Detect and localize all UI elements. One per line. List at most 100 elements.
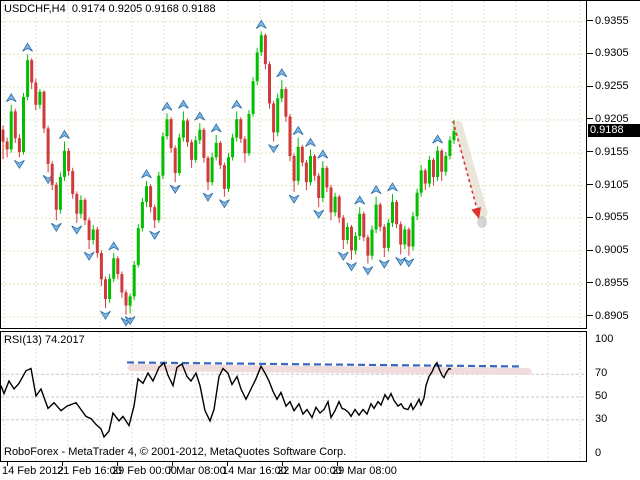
rsi-axis-label: 50 [595, 390, 608, 402]
candle-body [161, 136, 165, 176]
candle-body [247, 113, 251, 154]
price-axis-tick [587, 249, 593, 251]
down-fractal-icon [71, 225, 83, 235]
trendline-shadow [127, 363, 532, 375]
candle-body [177, 137, 181, 174]
candle-body [54, 184, 58, 210]
up-fractal-icon [59, 129, 70, 139]
forecast-arrowhead [471, 207, 482, 219]
rsi-indicator-label: RSI(13) 74.2017 [4, 334, 85, 346]
price-axis-label: 0.9255 [595, 80, 629, 93]
candle-body [259, 35, 263, 53]
candle-body [165, 119, 169, 137]
date-axis-label: 21 Feb 16:00 [57, 465, 122, 477]
candle-body [42, 91, 46, 129]
candle-body [99, 253, 103, 280]
date-axis-tick [62, 462, 63, 466]
rsi-indicator-pane[interactable]: RSI(13) 74.2017 [0, 331, 587, 462]
rsi-axis-label: 30 [595, 412, 608, 425]
candle-body [399, 224, 403, 245]
price-axis-tick [587, 315, 593, 317]
candle-body [333, 196, 337, 213]
candle-body [108, 278, 112, 299]
up-fractal-icon [432, 134, 443, 144]
up-fractal-icon [255, 19, 267, 29]
candle-body [423, 170, 427, 184]
candle-body [304, 162, 308, 183]
down-fractal-icon [313, 209, 325, 219]
candle-body [116, 258, 120, 275]
candle-body [231, 137, 235, 158]
candle-body [87, 220, 91, 240]
rsi-axis-label: 100 [595, 333, 614, 345]
up-fractal-icon [305, 137, 316, 147]
candle-body [432, 159, 435, 177]
candle-body [362, 213, 366, 238]
candle-body [157, 175, 161, 221]
date-axis-label: 22 Mar 00:00 [277, 465, 342, 477]
up-fractal-icon [194, 111, 206, 121]
candle-body [427, 159, 431, 184]
candle-body [284, 89, 288, 117]
price-chart-pane[interactable]: USDCHF,H4 0.9174 0.9205 0.9168 0.9188 [0, 0, 587, 329]
candle-body [38, 91, 42, 105]
candle-body [50, 163, 54, 185]
price-axis-tick [587, 85, 593, 87]
candle-body [296, 146, 300, 181]
price-axis-label: 0.9305 [595, 47, 629, 60]
candle-body [132, 264, 136, 297]
candle-body [382, 226, 386, 248]
candle-body [13, 111, 17, 139]
rsi-axis-label: 0 [595, 447, 602, 459]
candle-body [337, 196, 341, 218]
price-axis-label: 0.8905 [595, 309, 629, 322]
down-fractal-icon [268, 144, 279, 154]
candle-body [194, 140, 198, 160]
candle-body [403, 229, 407, 245]
candle-body [292, 155, 296, 181]
price-axis-tick [587, 151, 593, 153]
candle-body [227, 157, 230, 189]
date-axis-tick [337, 462, 338, 466]
down-fractal-icon [403, 258, 415, 268]
candle-body [75, 194, 79, 214]
down-fractal-icon [288, 194, 300, 204]
rsi-line [1, 361, 452, 439]
candle-body [120, 274, 124, 293]
up-fractal-icon [387, 182, 398, 192]
candle-body [440, 150, 444, 172]
candle-body [321, 167, 325, 198]
date-axis-tick [172, 462, 173, 466]
up-fractal-icon [22, 42, 33, 52]
candle-body [345, 226, 349, 240]
forecast-arrowhead-shadow [477, 215, 487, 228]
price-axis-tick [587, 282, 593, 284]
candle-body [128, 296, 132, 306]
candle-body [370, 229, 374, 256]
candle-body [95, 229, 99, 254]
price-axis-label: 0.9105 [595, 178, 629, 191]
candle-body [251, 81, 255, 114]
candle-body [153, 207, 157, 221]
candle-body [83, 199, 87, 221]
down-fractal-icon [100, 310, 111, 320]
date-axis-label: 14 Feb 2012 [2, 465, 64, 477]
price-axis-label: 0.9055 [595, 211, 629, 224]
date-axis-label: 29 Feb 00:00 [112, 465, 177, 477]
candle-body [46, 128, 50, 164]
candle-body [378, 204, 382, 227]
date-axis-label: 29 Mar 08:00 [332, 465, 397, 477]
up-fractal-icon [5, 93, 17, 103]
candle-body [276, 98, 280, 133]
candle-body [448, 140, 452, 156]
candle-body [309, 155, 312, 183]
candle-body [17, 138, 21, 153]
chart-ohlc-title: USDCHF,H4 0.9174 0.9205 0.9168 0.9188 [4, 3, 216, 15]
date-axis-tick [282, 462, 283, 466]
price-axis-label: 0.9005 [595, 244, 629, 257]
candle-body [210, 157, 214, 183]
candle-body [350, 226, 353, 251]
price-chart-svg [1, 1, 586, 328]
candle-body [325, 167, 329, 188]
